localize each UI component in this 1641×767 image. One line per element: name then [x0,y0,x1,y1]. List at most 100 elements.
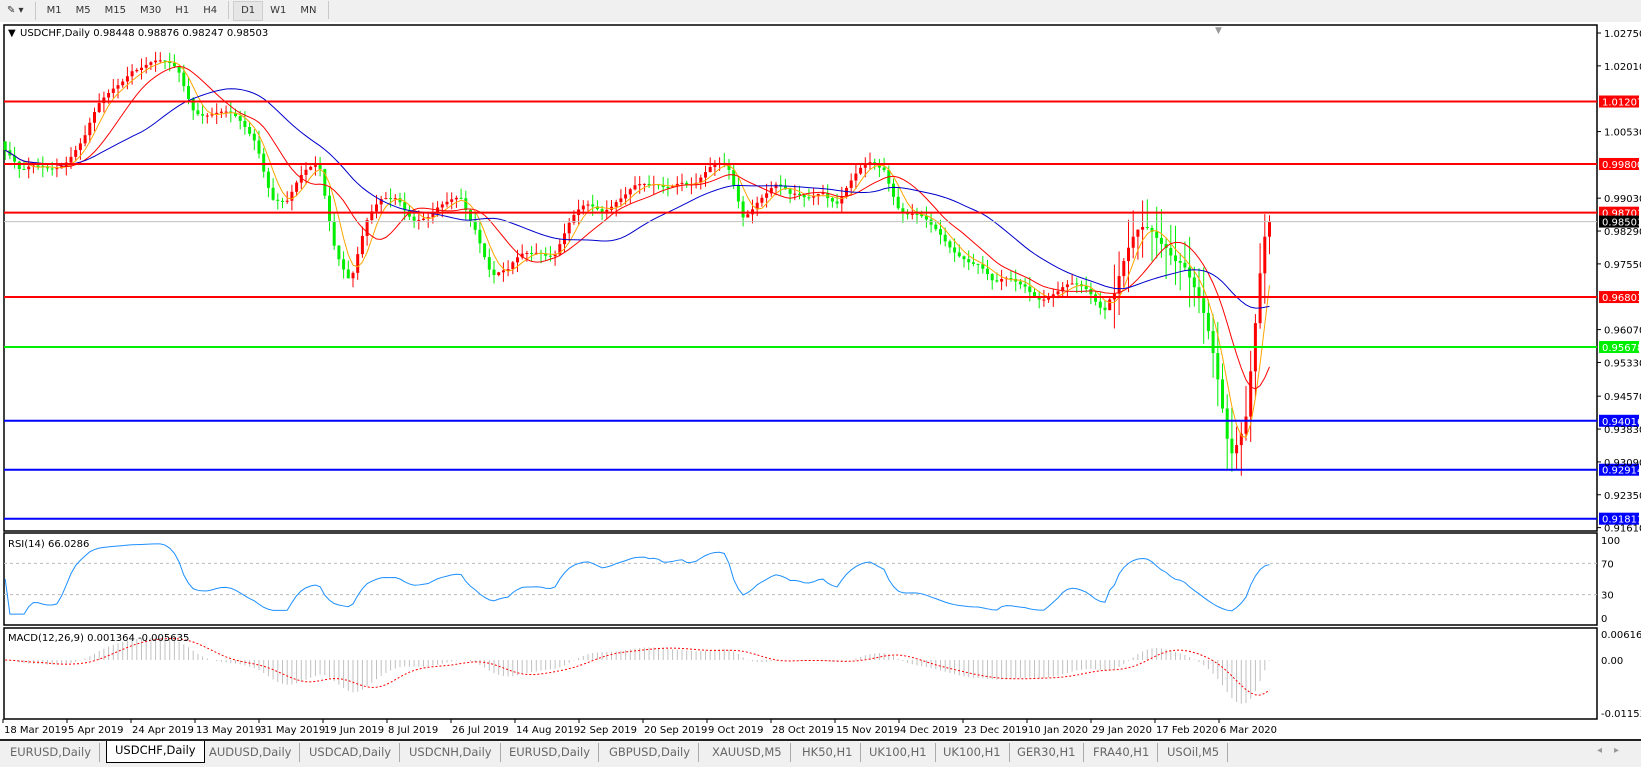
candle-body [563,233,566,245]
timeframe-m5[interactable]: M5 [75,5,91,16]
candle-body [1047,297,1051,300]
chart-tab[interactable]: HK50,H1 [794,743,862,762]
candle [685,180,689,188]
candle-body [417,220,421,222]
rsi-tick-label: 0 [1601,614,1607,625]
timeframe-m1[interactable]: M1 [46,5,62,16]
price-level-label-bg [1599,340,1639,353]
candle [1070,273,1074,285]
chart-canvas[interactable]: 1.01207 0.99800 0.98703 0.96803 0.95678 0.940… [0,22,1641,739]
candle [854,164,858,189]
candle-body [793,193,797,195]
candle-body [642,183,646,185]
candle-body [1028,286,1032,293]
chart-tab[interactable]: GER30,H1 [1009,743,1085,762]
candle-body [1183,262,1187,268]
candle [1249,350,1253,442]
candle-body [144,64,148,68]
chart-tab[interactable]: USDCAD,Daily [301,743,401,762]
candle-body [1230,438,1234,454]
candle-body [548,255,552,257]
candle-body [483,243,487,258]
chart-header: USDCHF,Daily 0.98448 0.98876 0.98247 0.9… [20,28,268,39]
candle-body [88,122,92,136]
candle-body [1009,278,1013,280]
date-tick-label: 13 May 2019 [196,725,261,736]
candle-body [271,187,275,200]
candle-body [939,229,942,235]
candle-body [389,198,393,200]
chart-tab[interactable]: GBPUSD,Daily [601,743,700,762]
candle-body [276,199,280,201]
chart-tab[interactable]: UK100,H1 [935,743,1010,762]
candle-body [986,268,989,275]
candle-body [591,204,595,207]
candle [478,221,482,254]
candle [624,186,628,205]
candle [487,248,491,278]
candle [13,146,17,169]
drawing-tools-icon[interactable]: ✎ ▾ [7,5,24,16]
candle-body [266,171,270,188]
candle-body [647,183,651,186]
timeframe-mn[interactable]: MN [300,5,317,16]
candle-body [849,180,853,188]
timeframe-h1[interactable]: H1 [175,5,190,16]
chart-tab[interactable]: USOil,M5 [1159,743,1229,762]
candle-body [896,196,900,209]
chart-tab[interactable]: USDCHF,Daily [106,741,205,763]
chart-tab[interactable]: UK100,H1 [861,743,936,762]
candle [140,58,143,80]
timeframe-m30[interactable]: M30 [139,5,162,16]
date-tick-label: 17 Feb 2020 [1156,725,1218,736]
candle-body [323,169,327,196]
candle-body [201,114,205,116]
chart-tab[interactable]: AUDUSD,Daily [201,743,301,762]
candle [736,175,740,209]
candle [154,51,158,72]
chart-tab[interactable]: EURUSD,Daily [501,743,599,762]
candle-body [219,111,223,113]
candle-body [812,196,816,198]
candle [135,68,139,73]
candle-body [614,202,618,207]
candle-body [365,220,369,236]
chart-tab[interactable]: USDCNH,Daily [401,743,501,762]
candle [121,78,125,88]
rsi-pane [3,532,1598,626]
candle-body [1263,236,1267,274]
candle-body [403,202,407,211]
timeframe-d1[interactable]: D1 [233,1,264,21]
candle-body [50,168,54,170]
candle [511,260,515,275]
candle-body [736,185,740,202]
candle [219,108,223,118]
chart-window[interactable]: 1.01207 0.99800 0.98703 0.96803 0.95678 0.940… [0,22,1641,739]
candle [201,104,205,124]
candle-body [600,209,604,212]
candle-body [248,126,252,134]
candle [882,157,886,173]
timeframe-m15[interactable]: M15 [104,5,126,16]
date-tick-label: 8 Jul 2019 [388,725,438,736]
candle-body [1122,261,1126,277]
chart-tab[interactable]: EURUSD,Daily [2,743,100,762]
timeframe-w1[interactable]: W1 [270,5,287,16]
price-level-label-text: 0.94016 [1602,417,1641,428]
chart-tab[interactable]: FRA40,H1 [1085,743,1159,762]
chart-dropdown-icon: ▼ [8,28,16,39]
chart-tab[interactable]: XAUUSD,M5 [704,743,791,762]
candle-body [1000,278,1004,282]
candle-body [1098,301,1102,308]
tab-scroll-arrows-icon[interactable]: ◂▸ [1596,745,1631,756]
macd-tick-label: 0.006167 [1601,630,1641,641]
candle [262,147,266,178]
candle-body [948,241,952,248]
scroll-marker-icon: ▼ [1215,26,1222,36]
timeframe-h4[interactable]: H4 [203,5,218,16]
candle-body [257,140,261,154]
